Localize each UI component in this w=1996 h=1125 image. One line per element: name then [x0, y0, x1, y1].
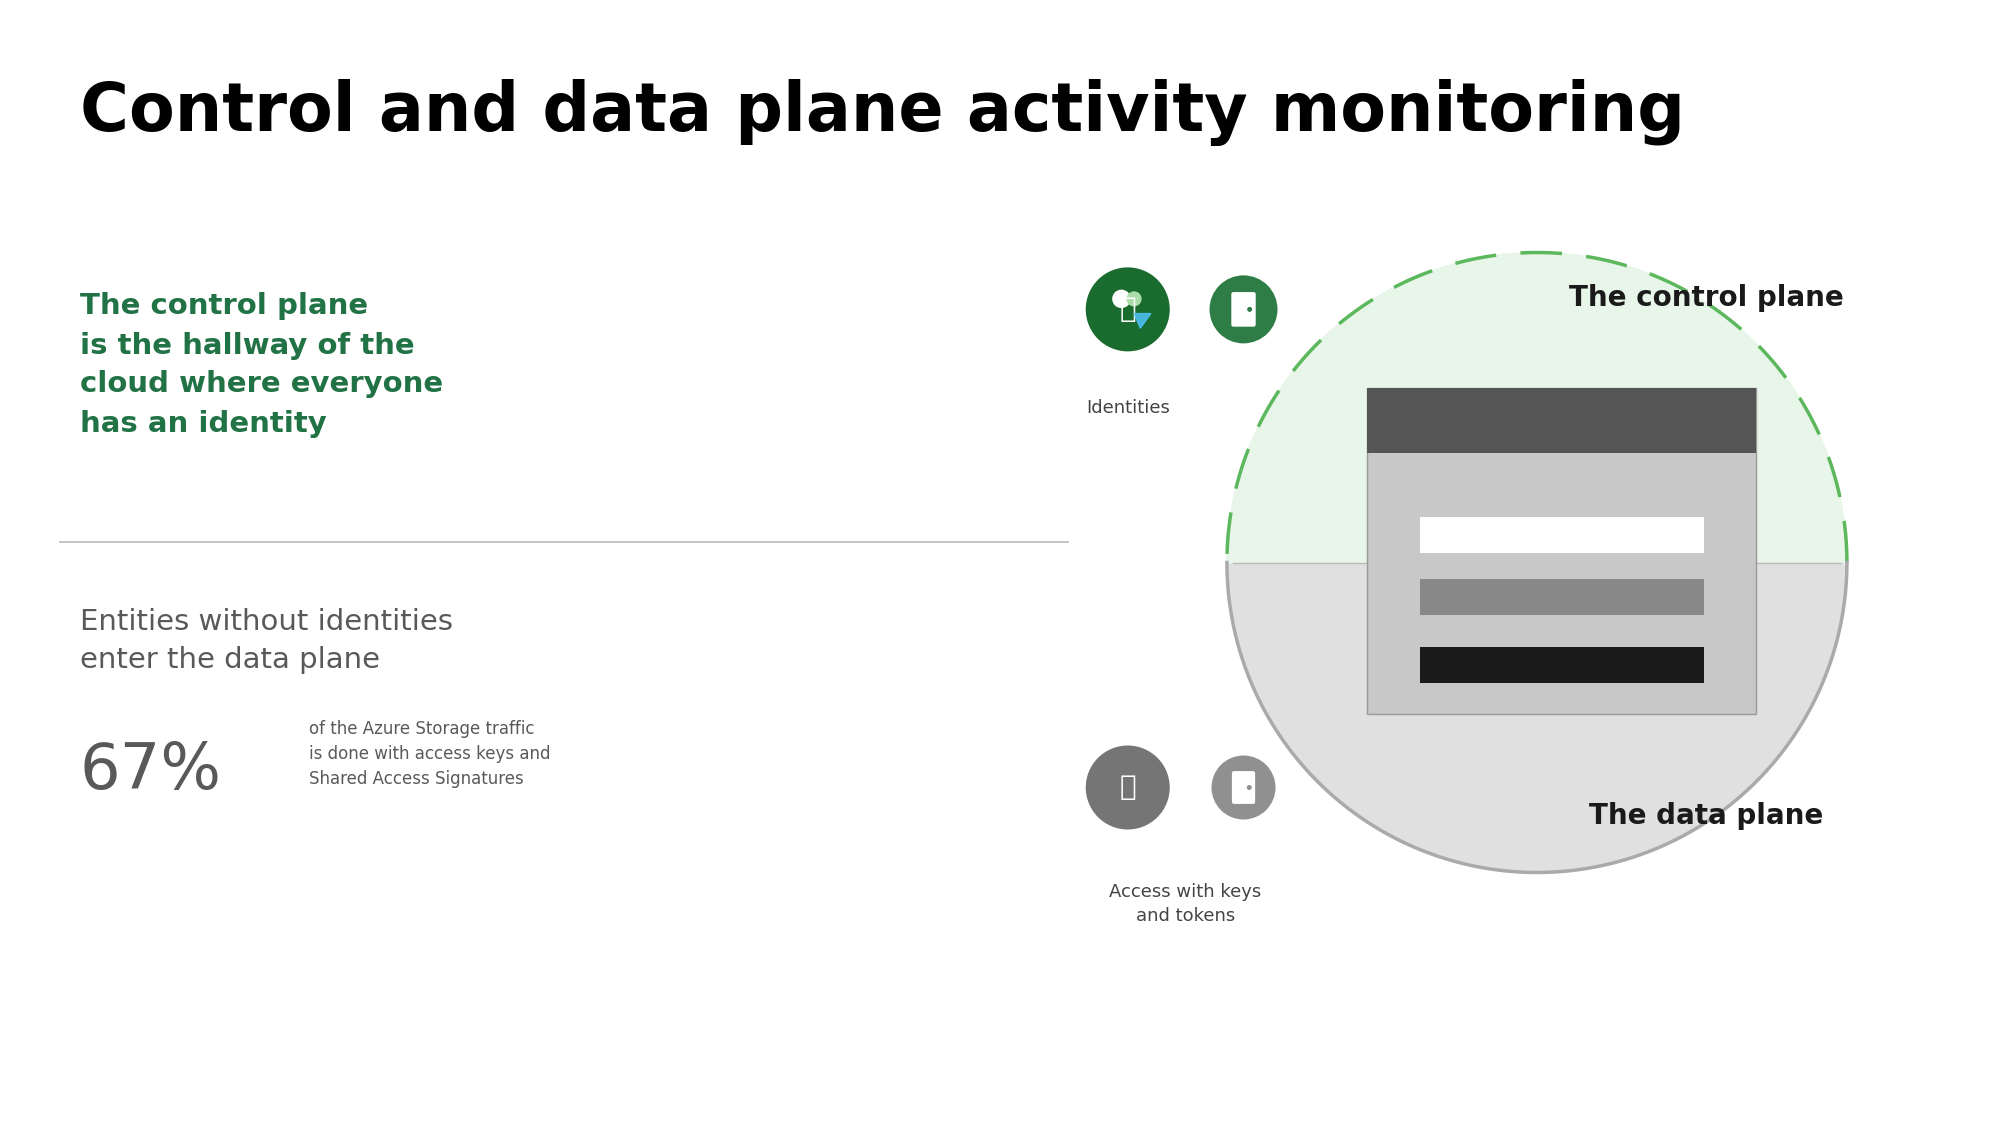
Text: Control and data plane activity monitoring: Control and data plane activity monitori…: [80, 79, 1685, 146]
FancyBboxPatch shape: [1232, 292, 1255, 326]
Circle shape: [1086, 268, 1170, 351]
FancyBboxPatch shape: [1419, 579, 1705, 615]
FancyBboxPatch shape: [1419, 647, 1705, 683]
Circle shape: [1228, 252, 1846, 873]
Text: The control plane: The control plane: [1569, 285, 1844, 312]
Text: of the Azure Storage traffic
is done with access keys and
Shared Access Signatur: of the Azure Storage traffic is done wit…: [309, 720, 551, 787]
FancyBboxPatch shape: [1367, 388, 1756, 453]
Circle shape: [1112, 289, 1130, 308]
Text: The data plane: The data plane: [1589, 802, 1824, 829]
Text: Identities: Identities: [1086, 399, 1170, 417]
FancyBboxPatch shape: [1367, 388, 1756, 714]
Text: 🤝: 🤝: [1120, 774, 1136, 801]
Text: Access with keys
and tokens: Access with keys and tokens: [1110, 883, 1261, 925]
Text: 67%: 67%: [80, 739, 222, 802]
Polygon shape: [1228, 252, 1846, 562]
Polygon shape: [1134, 314, 1152, 328]
Text: 👤: 👤: [1120, 296, 1136, 323]
Circle shape: [1212, 756, 1275, 819]
Circle shape: [1248, 785, 1251, 790]
FancyBboxPatch shape: [1232, 771, 1255, 804]
Circle shape: [1126, 291, 1142, 306]
Circle shape: [1210, 276, 1277, 343]
FancyBboxPatch shape: [1419, 516, 1705, 552]
Circle shape: [1248, 307, 1251, 312]
Text: Entities without identities
enter the data plane: Entities without identities enter the da…: [80, 608, 453, 675]
Text: The control plane
is the hallway of the
cloud where everyone
has an identity: The control plane is the hallway of the …: [80, 292, 443, 438]
Circle shape: [1086, 746, 1170, 829]
